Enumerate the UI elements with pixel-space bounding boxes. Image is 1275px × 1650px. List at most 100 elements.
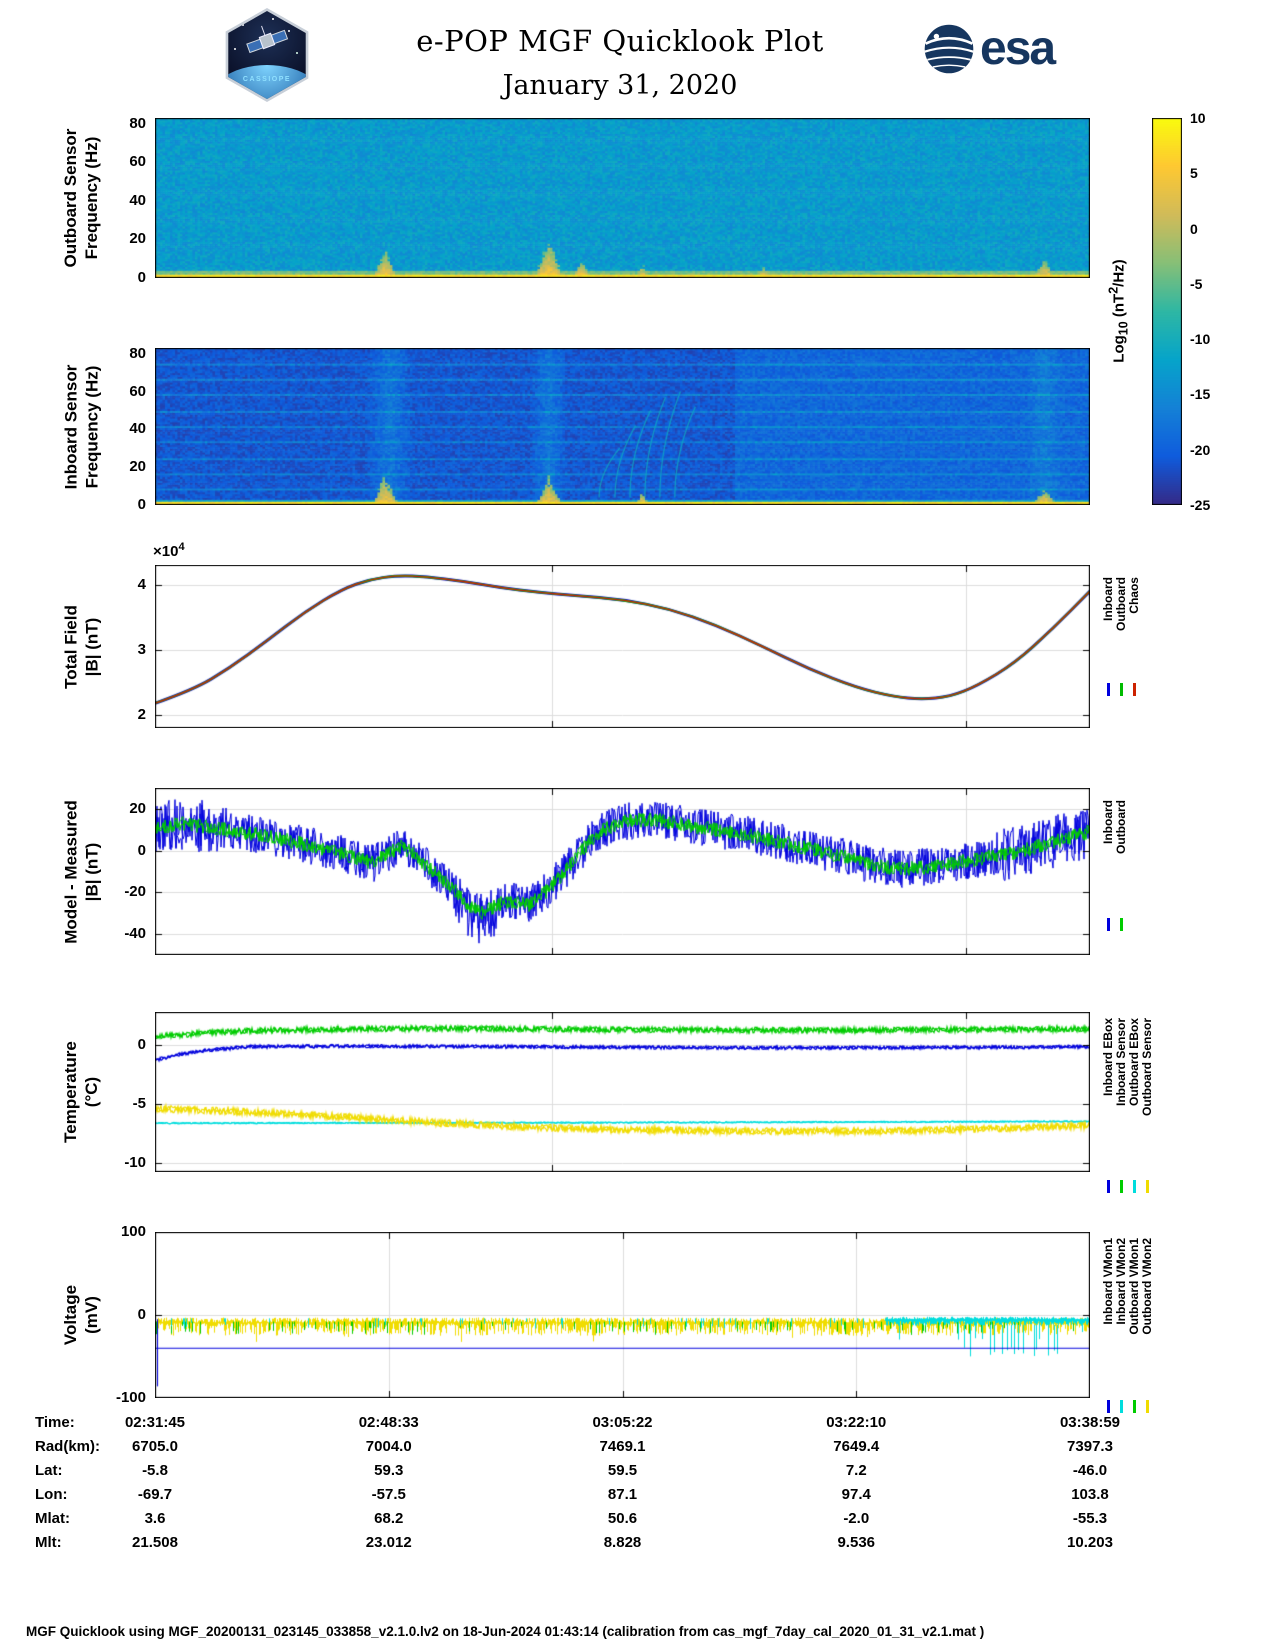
colorbar-tick-label: 0: [1190, 220, 1198, 237]
colorbar-tick-label: -10: [1190, 331, 1211, 348]
table-cell: 7.2: [845, 1462, 867, 1479]
table-cell: 3.6: [144, 1510, 166, 1527]
legend-mark: [1120, 1400, 1123, 1413]
legend: Inboard Outboard Chaos: [1101, 565, 1174, 703]
legend-mark: [1107, 1400, 1110, 1413]
ylabel-line: Voltage: [60, 1284, 80, 1346]
y-tick-label: 0: [137, 269, 146, 286]
y-tick-label: 0: [137, 1306, 146, 1323]
total-field-canvas: [155, 565, 1090, 728]
table-row-label: Time:: [35, 1414, 75, 1431]
legend-mark: [1146, 1180, 1149, 1193]
table-cell: -55.3: [1072, 1510, 1108, 1527]
table-row-label: Lat:: [35, 1462, 63, 1479]
table-cell: -5.8: [142, 1462, 168, 1479]
legend-label: Outboard: [1114, 800, 1128, 854]
y-tick-label: 3: [137, 640, 146, 658]
y-tick-label: 4: [137, 575, 146, 593]
table-cell: 59.3: [374, 1462, 404, 1479]
table-cell: 03:38:59: [1059, 1414, 1121, 1431]
table-cell: -46.0: [1072, 1462, 1108, 1479]
y-tick-label: -5: [132, 1094, 146, 1112]
table-row-label: Lon:: [35, 1486, 68, 1503]
table-cell: 87.1: [607, 1486, 638, 1503]
legend-label: Outboard VMon2: [1140, 1238, 1154, 1335]
colorbar-tick-label: 10: [1190, 110, 1206, 126]
y-tick-label: 2: [137, 705, 146, 723]
legend-label: Outboard Sensor: [1140, 1018, 1154, 1117]
legend-mark: [1133, 1400, 1136, 1413]
table-row-label: Rad(km):: [35, 1438, 101, 1455]
ylabel-line: Model - Measured: [60, 799, 80, 944]
y-tick-label: 40: [129, 191, 146, 209]
table-cell: 03:22:10: [826, 1414, 887, 1431]
esa-globe-icon: [924, 24, 974, 74]
ylabel-line: Inboard Sensor: [60, 364, 80, 489]
table-cell: 97.4: [841, 1486, 871, 1503]
table-cell: 21.508: [132, 1534, 178, 1551]
page-date: January 31, 2020: [502, 70, 738, 101]
table-cell: 7469.1: [599, 1438, 646, 1455]
table-cell: 02:48:33: [358, 1414, 419, 1431]
table-cell: -69.7: [137, 1486, 173, 1503]
colorbar-tick-label: -20: [1190, 441, 1211, 458]
table-cell: 8.828: [603, 1534, 642, 1551]
esa-logo: esa: [922, 22, 1056, 76]
model-minus-measured-canvas: [155, 788, 1090, 955]
table-cell: 23.012: [365, 1534, 412, 1551]
table-cell: 103.8: [1071, 1486, 1109, 1503]
y-tick-label: 40: [129, 420, 146, 438]
cassiope-logo: CASSIOPE: [225, 8, 309, 102]
y-tick-label: 0: [137, 1035, 146, 1053]
y-tick-label: -100: [115, 1389, 146, 1406]
colorbar-label-sub: 10: [1116, 320, 1130, 335]
inboard-spectrogram-canvas: [155, 348, 1090, 505]
colorbar-canvas: [1152, 118, 1182, 505]
page-title: e-POP MGF Quicklook Plot: [416, 24, 824, 58]
table-cell: 59.5: [607, 1462, 638, 1479]
y-tick-label: 80: [129, 344, 146, 362]
legend: Inboard EBox Inboard Sensor Outboard EBox O…: [1101, 1012, 1174, 1200]
legend-label: Chaos: [1127, 577, 1141, 614]
colorbar-label-text: Log: [1110, 334, 1127, 363]
voltage-canvas: [155, 1232, 1090, 1398]
ylabel-line: Total Field: [60, 604, 80, 689]
legend-mark: [1107, 918, 1110, 931]
legend-mark: [1146, 1400, 1149, 1413]
table-cell: 7004.0: [365, 1438, 412, 1455]
y-tick-label: -10: [124, 1153, 146, 1171]
table-cell: -2.0: [843, 1510, 870, 1527]
table-cell: 02:31:45: [124, 1414, 186, 1431]
table-cell: 03:05:22: [592, 1414, 653, 1431]
legend: Inboard VMon1 Inboard VMon2 Outboard VMon1…: [1101, 1232, 1174, 1420]
table-cell: 50.6: [607, 1510, 638, 1527]
esa-wordmark: esa: [980, 22, 1056, 75]
table-cell: 7649.4: [833, 1438, 880, 1455]
table-cell: 6705.0: [132, 1438, 178, 1455]
y-tick-label: 0: [137, 841, 146, 859]
scale-label-text: ×10: [153, 543, 179, 560]
cassiope-logo-label: CASSIOPE: [242, 76, 292, 83]
legend-mark: [1120, 1180, 1123, 1193]
temperature-canvas: [155, 1012, 1090, 1172]
legend-mark: [1133, 683, 1136, 696]
y-tick-label: 20: [129, 458, 146, 476]
y-tick-label: 100: [120, 1223, 146, 1240]
colorbar-label-text: (nT: [1110, 293, 1127, 321]
colorbar-label: Log10 (nT2/Hz): [1093, 118, 1139, 503]
table-cell: -57.5: [371, 1486, 406, 1503]
y-tick-label: 60: [129, 382, 146, 400]
y-tick-label: 20: [129, 799, 146, 817]
scale-label-exp: 4: [178, 541, 185, 553]
ylabel-line: Temperature: [60, 1041, 80, 1143]
legend-mark: [1107, 1180, 1110, 1193]
outboard-spectrogram-canvas: [155, 118, 1090, 278]
footer-text: MGF Quicklook using MGF_20200131_023145_…: [26, 1624, 985, 1639]
table-cell: 10.203: [1067, 1534, 1113, 1551]
colorbar-label-sup: 2: [1106, 286, 1120, 294]
legend: Inboard Outboard: [1101, 788, 1174, 938]
colorbar-tick-label: -5: [1190, 275, 1203, 292]
table-cell: 68.2: [374, 1510, 404, 1527]
legend-mark: [1120, 918, 1123, 931]
